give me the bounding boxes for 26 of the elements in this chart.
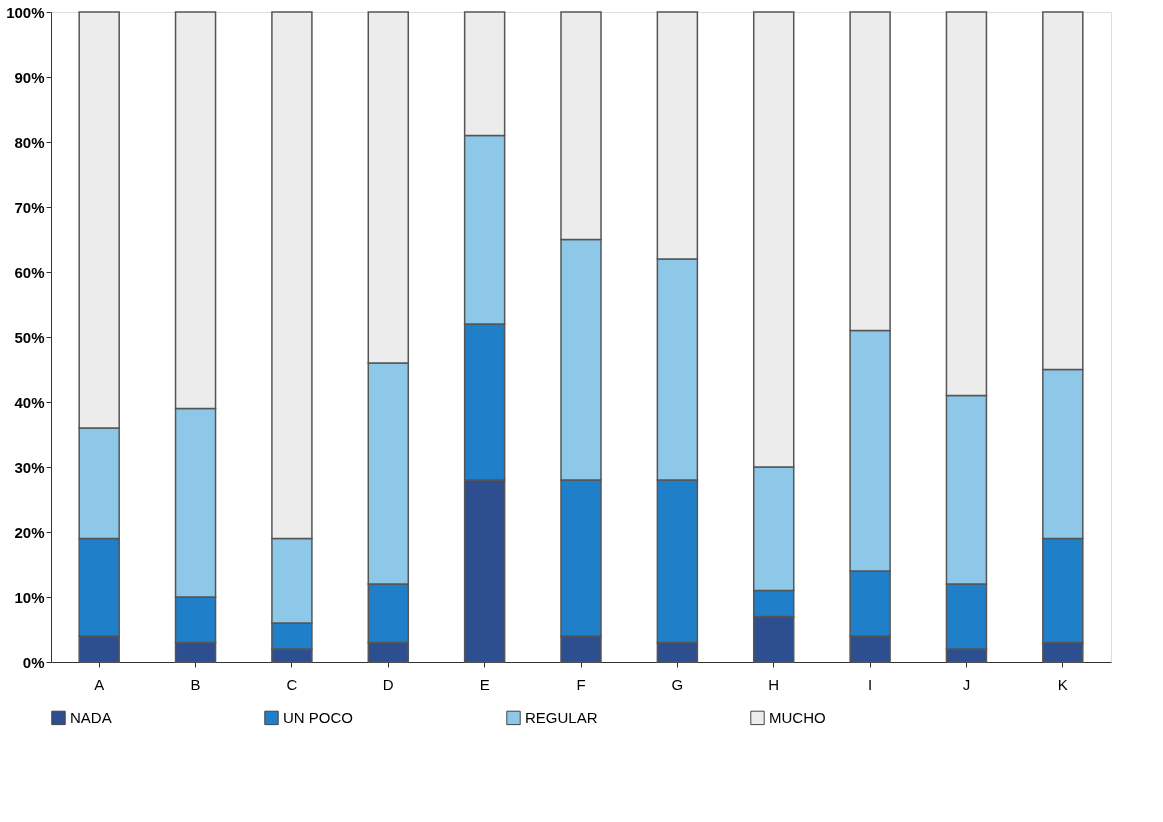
legend-label: MUCHO [769,708,826,726]
x-tick-label: F [576,675,586,693]
y-tick-label: 100% [6,3,45,21]
y-tick-label: 10% [14,588,45,606]
y-tick-label: 80% [14,133,45,151]
x-tick-label: C [286,675,298,693]
x-tick-label: D [382,675,394,693]
y-tick-label: 0% [22,653,45,671]
x-tick-label: K [1057,675,1068,693]
legend-label: NADA [70,708,112,726]
y-tick-label: 40% [14,393,45,411]
y-tick-label: 50% [14,328,45,346]
x-tick-label: B [190,675,201,693]
legend-label: UN POCO [283,708,354,726]
x-tick-label: J [962,675,971,693]
y-tick-label: 70% [14,198,45,216]
x-tick-label: G [671,675,684,693]
x-tick-label: I [868,675,873,693]
y-tick-label: 60% [14,263,45,281]
x-tick-label: H [768,675,780,693]
x-tick-label: E [479,675,490,693]
y-tick-label: 90% [14,68,45,86]
y-tick-label: 30% [14,458,45,476]
y-tick-label: 20% [14,523,45,541]
x-tick-label: A [94,675,105,693]
legend-label: REGULAR [525,708,598,726]
